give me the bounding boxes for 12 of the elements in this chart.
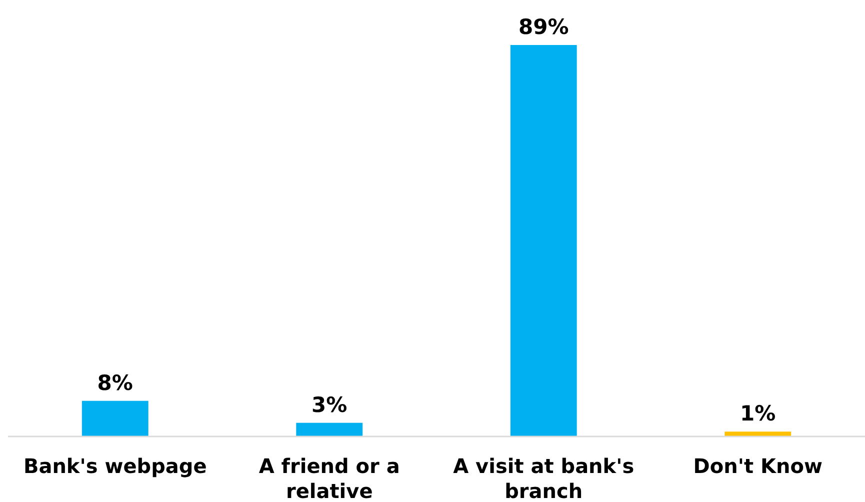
bar xyxy=(510,45,577,436)
data-label: 3% xyxy=(312,392,348,417)
data-label: 8% xyxy=(97,370,133,395)
data-label: 1% xyxy=(740,402,776,426)
bar xyxy=(296,422,363,436)
x-tick-label: A friend or a relative xyxy=(258,454,400,502)
x-tick-label: Don't Know xyxy=(693,454,822,478)
x-tick-label: A visit at bank's branch xyxy=(453,454,634,502)
bar xyxy=(82,400,148,436)
data-label: 89% xyxy=(518,15,569,39)
x-tick-label: Bank's webpage xyxy=(23,454,207,478)
bar xyxy=(724,432,792,436)
